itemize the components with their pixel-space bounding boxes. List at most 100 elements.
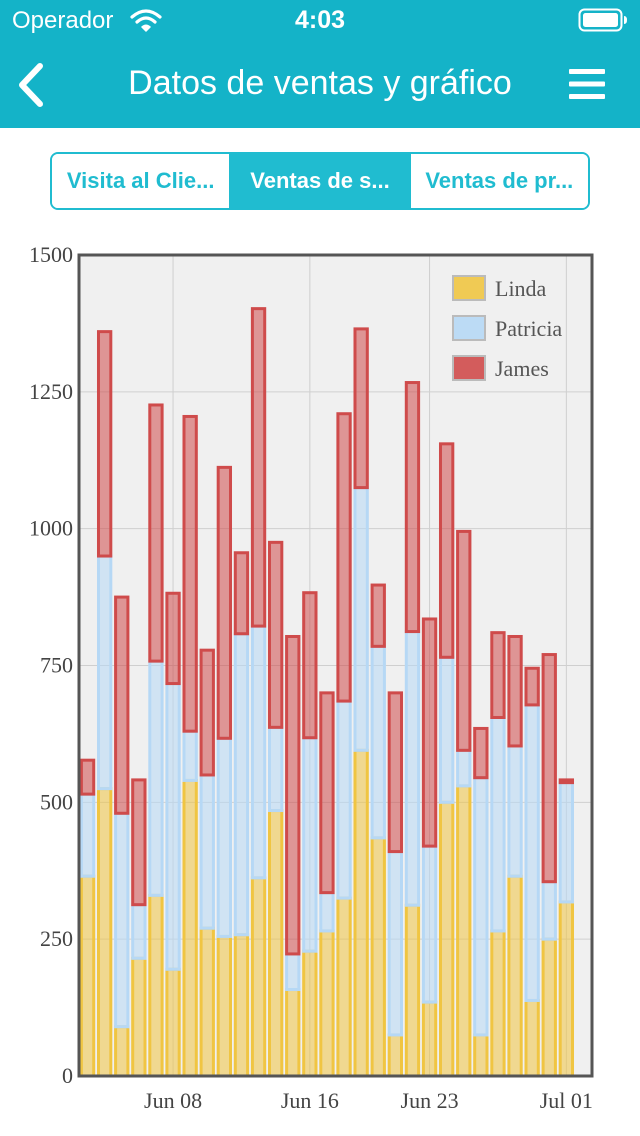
bar-linda: [524, 998, 540, 1078]
bar-patricia: [456, 748, 472, 788]
bar-linda: [302, 949, 318, 1078]
y-tick-label: 750: [40, 653, 73, 678]
bar-linda: [114, 1025, 130, 1078]
bar-james: [233, 551, 250, 636]
bar-james: [353, 327, 369, 490]
bar-linda: [490, 929, 506, 1078]
bar-linda: [319, 929, 335, 1078]
bar-linda: [96, 787, 113, 1078]
legend-swatch-james: [452, 355, 486, 381]
bar-linda: [267, 809, 284, 1078]
y-tick-label: 1000: [29, 516, 73, 541]
battery-icon: [578, 8, 627, 32]
bar-james: [216, 465, 233, 740]
bar-patricia: [182, 729, 198, 782]
bar-james: [370, 583, 386, 648]
bar-james: [114, 595, 130, 815]
bar-patricia: [233, 632, 250, 937]
bar-patricia: [131, 903, 147, 960]
bar-james: [285, 634, 301, 956]
bar-patricia: [353, 486, 369, 752]
bar-james: [250, 307, 267, 628]
carrier-name: Operador: [12, 7, 114, 34]
tab-visita-al-cliente[interactable]: Visita al Clie...: [52, 154, 232, 208]
bar-linda: [370, 836, 386, 1078]
bar-linda: [456, 784, 472, 1078]
back-chevron-icon[interactable]: [14, 62, 46, 108]
bar-linda: [353, 748, 369, 1078]
bar-james: [541, 653, 557, 884]
bar-james: [131, 778, 147, 907]
bar-patricia: [79, 792, 96, 878]
bar-patricia: [524, 703, 540, 1002]
bar-linda: [473, 1033, 489, 1078]
x-tick-label: Jun 23: [401, 1088, 459, 1113]
wifi-icon: [130, 9, 162, 32]
bar-patricia: [438, 655, 455, 804]
bar-james: [267, 540, 284, 729]
x-tick-label: Jul 01: [540, 1088, 593, 1113]
y-tick-label: 1250: [29, 379, 73, 404]
x-tick-label: Jun 16: [281, 1088, 339, 1113]
hamburger-menu-icon[interactable]: [568, 67, 606, 101]
bar-james: [421, 617, 438, 848]
bar-patricia: [404, 630, 421, 907]
bar-linda: [182, 778, 198, 1078]
bar-james: [165, 591, 181, 686]
bar-james: [473, 726, 489, 780]
legend-label-james: James: [495, 356, 549, 381]
y-tick-label: 0: [62, 1063, 73, 1088]
tab-ventas-de-producto[interactable]: Ventas de pr...: [410, 154, 588, 208]
bar-linda: [250, 876, 267, 1078]
bar-patricia: [387, 850, 404, 1037]
bar-linda: [336, 896, 352, 1078]
bar-linda: [79, 874, 96, 1078]
app-header: Operador 4:03 Datos de ventas y gráfico: [0, 0, 640, 128]
bar-patricia: [267, 725, 284, 813]
bar-james: [148, 403, 164, 663]
status-time: 4:03: [294, 6, 346, 34]
tab-ventas-de-sucursal[interactable]: Ventas de s...: [231, 154, 411, 208]
page-title: Datos de ventas y gráfico: [128, 64, 512, 102]
bar-james: [182, 414, 198, 733]
bar-james: [79, 758, 96, 796]
bar-james: [302, 591, 318, 740]
bar-patricia: [319, 891, 335, 933]
bar-james: [524, 666, 540, 707]
bar-linda: [438, 800, 455, 1078]
bar-james: [404, 381, 421, 634]
bar-james: [438, 442, 455, 659]
bar-patricia: [541, 880, 557, 941]
bar-linda: [507, 874, 523, 1078]
bar-james: [336, 412, 352, 703]
bar-patricia: [285, 952, 301, 992]
bar-patricia: [165, 682, 181, 971]
bar-patricia: [199, 773, 215, 930]
bar-linda: [216, 934, 233, 1078]
bar-linda: [131, 956, 147, 1078]
bar-patricia: [421, 844, 438, 1004]
bar-patricia: [490, 715, 506, 933]
bar-patricia: [558, 781, 575, 904]
bar-james: [490, 631, 506, 719]
legend-label-linda: Linda: [495, 276, 547, 301]
bar-patricia: [148, 659, 164, 897]
bar-linda: [404, 903, 421, 1078]
bar-james: [558, 778, 575, 785]
bar-patricia: [336, 699, 352, 900]
navigation-bar: Datos de ventas y gráfico: [0, 40, 640, 128]
stacked-bar-chart: 0 250 500 750 1000 1250 1500 Jun 08 Jun 16 Jun 23…: [29, 242, 594, 1113]
bar-patricia: [507, 744, 523, 878]
bar-linda: [165, 967, 181, 1078]
bar-patricia: [473, 776, 489, 1037]
bar-patricia: [250, 624, 267, 880]
sales-chart: 0 250 500 750 1000 1250 1500 Jun 08 Jun 16 Jun 23…: [0, 236, 640, 1126]
legend-swatch-patricia: [452, 315, 486, 341]
bar-james: [387, 691, 404, 854]
bar-patricia: [114, 811, 130, 1029]
legend-swatch-linda: [452, 275, 486, 301]
bar-linda: [285, 988, 301, 1078]
bar-linda: [199, 926, 215, 1078]
bar-linda: [148, 893, 164, 1078]
bar-linda: [558, 900, 575, 1078]
